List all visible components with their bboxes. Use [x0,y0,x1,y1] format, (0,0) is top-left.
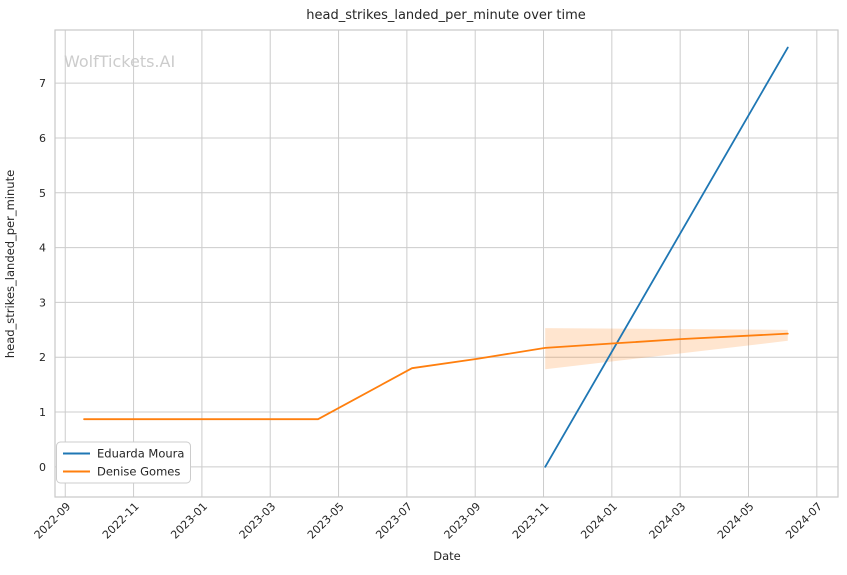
y-axis-label: head_strikes_landed_per_minute [3,170,17,358]
x-tick-label: 2023-11 [510,500,552,542]
x-tick-label: 2024-05 [715,500,757,542]
y-tick-label: 0 [39,461,46,474]
x-tick-label: 2022-09 [32,500,74,542]
x-tick-label: 2024-03 [647,500,689,542]
y-tick-label: 2 [39,351,46,364]
series-lines [83,46,789,468]
y-tick-labels: 0 1 2 3 4 5 6 7 [39,77,46,474]
x-tick-label: 2023-05 [305,500,347,542]
y-tick-label: 7 [39,77,46,90]
chart-title: head_strikes_landed_per_minute over time [306,8,586,23]
confidence-bands [545,328,788,370]
y-tick-label: 5 [39,187,46,200]
x-axis-label: Date [433,549,461,563]
legend-label-denise-gomes: Denise Gomes [97,465,180,479]
x-tick-label: 2023-03 [237,500,279,542]
legend: Eduarda Moura Denise Gomes [56,441,191,484]
x-tick-label: 2023-09 [442,500,484,542]
y-tick-label: 1 [39,406,46,419]
y-tick-label: 4 [39,242,46,255]
x-tick-label: 2024-07 [783,500,825,542]
series-line-eduarda-moura [544,46,789,468]
legend-box [56,441,191,484]
y-tick-label: 6 [39,132,46,145]
x-tick-label: 2023-07 [373,500,415,542]
band-denise-gomes [545,328,788,370]
watermark: WolfTickets.AI [64,52,175,71]
x-tick-label: 2024-01 [578,500,620,542]
series-line-denise-gomes [83,332,789,421]
plot-border [54,29,839,498]
x-tick-label: 2023-01 [168,500,210,542]
legend-label-eduarda-moura: Eduarda Moura [97,447,184,461]
x-tick-label: 2022-11 [100,500,142,542]
x-tick-labels: 2022-09 2022-11 2023-01 2023-03 2023-05 2023-… [32,500,825,542]
gridlines [55,30,838,497]
y-tick-label: 3 [39,296,46,309]
